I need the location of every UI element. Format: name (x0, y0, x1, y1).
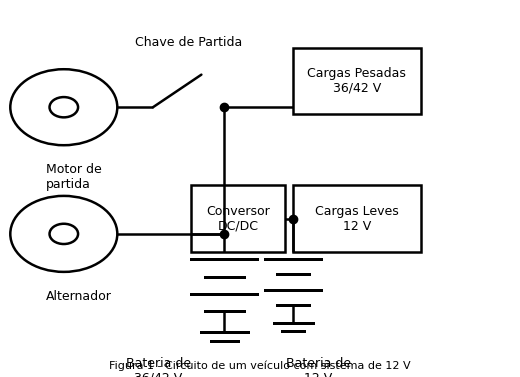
Text: Bateria de
12 V: Bateria de 12 V (286, 357, 351, 377)
Text: Figura 1 - Circuito de um veículo com sistema de 12 V: Figura 1 - Circuito de um veículo com si… (109, 361, 411, 371)
Text: Conversor
DC/DC: Conversor DC/DC (206, 204, 270, 233)
Text: Cargas Leves
12 V: Cargas Leves 12 V (315, 204, 399, 233)
Text: Cargas Pesadas
36/42 V: Cargas Pesadas 36/42 V (307, 67, 406, 95)
Bar (191, 185, 285, 252)
Text: Chave de Partida: Chave de Partida (135, 35, 242, 49)
Text: Motor de
partida: Motor de partida (46, 163, 102, 191)
Bar (293, 48, 421, 115)
Text: Alternador: Alternador (46, 290, 112, 303)
Bar (293, 185, 421, 252)
Text: Bateria de
36/42 V: Bateria de 36/42 V (125, 357, 191, 377)
